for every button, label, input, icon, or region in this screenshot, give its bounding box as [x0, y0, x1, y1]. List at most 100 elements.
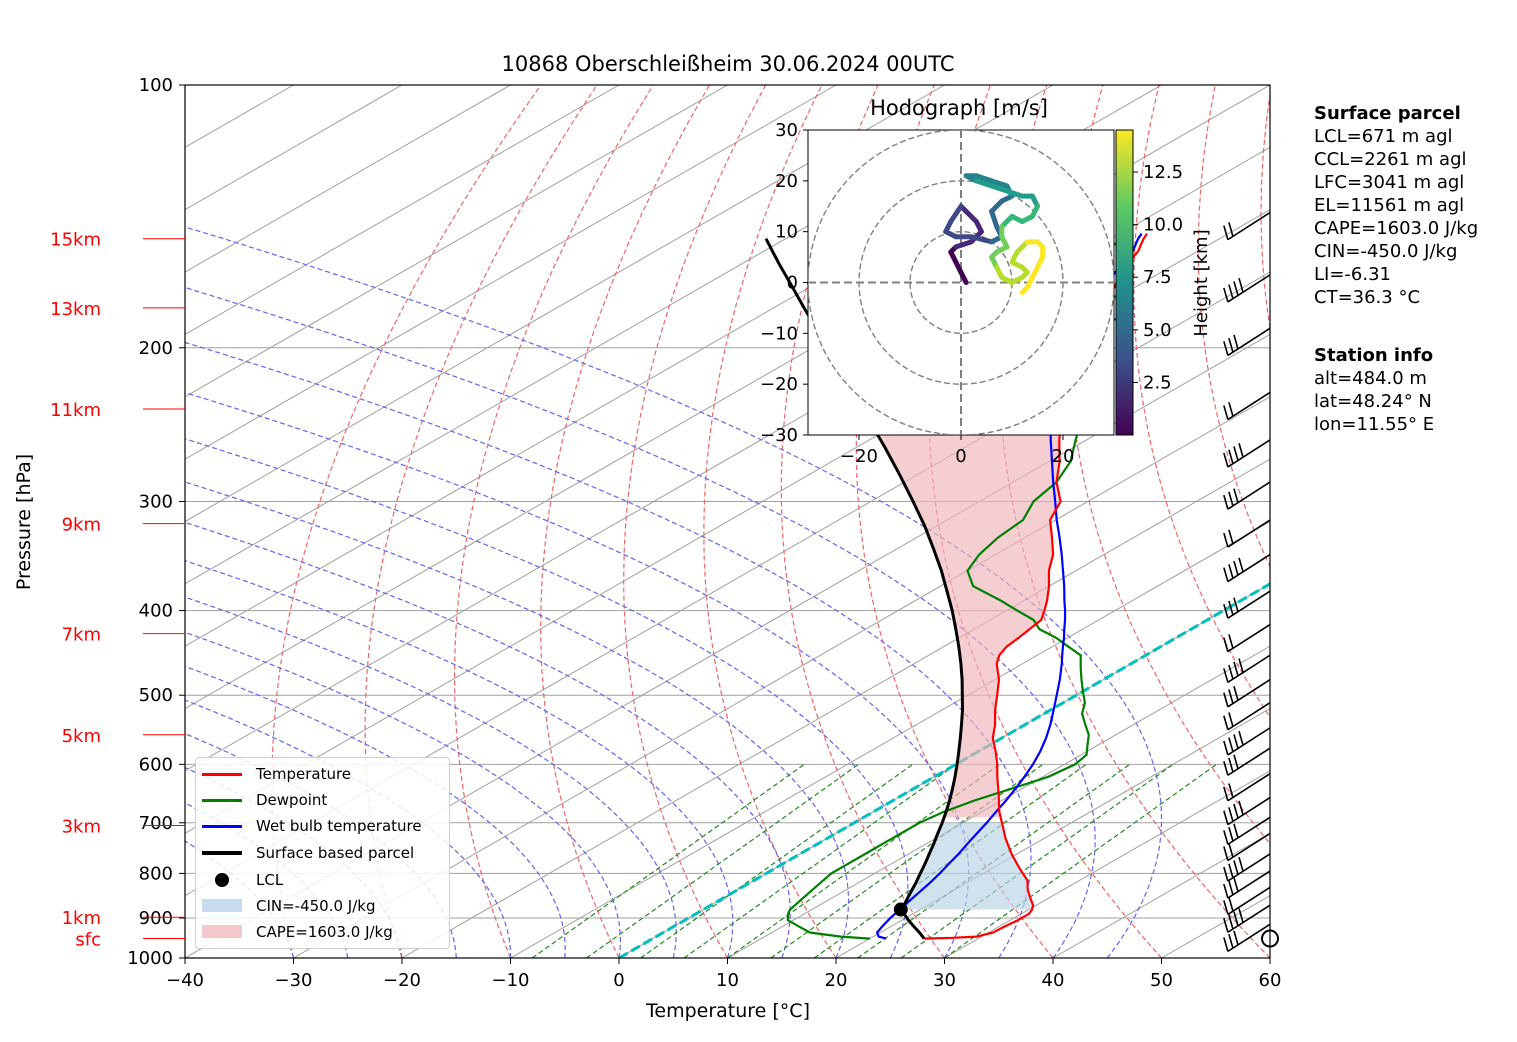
moist-adiabat — [185, 699, 512, 958]
x-tick-label: −10 — [492, 970, 530, 991]
dry-adiabat — [1496, 85, 1517, 958]
wind-barb-flag — [1233, 860, 1239, 875]
x-tick-label: 20 — [825, 970, 848, 991]
wind-barb-flag — [1228, 634, 1234, 649]
mixing-ratio-line — [586, 763, 859, 958]
wind-barb-shaft — [1227, 439, 1271, 468]
dry-adiabat — [1133, 85, 1270, 719]
parcel-cin: CIN=-450.0 J/kg — [1314, 241, 1458, 262]
hodograph-y-tick-label: −20 — [760, 374, 798, 395]
wind-barb-flag — [1223, 937, 1229, 952]
x-tick-label: 30 — [933, 970, 956, 991]
isotherm-line — [185, 85, 945, 523]
y-tick-label: 800 — [139, 863, 173, 884]
legend-item-cin: CIN=-450.0 J/kg — [202, 894, 376, 918]
height-label: 15km — [50, 230, 101, 251]
wind-barb-shaft — [1227, 747, 1271, 776]
wind-barb-shaft — [1227, 553, 1271, 583]
hodograph-y-tick-label: 30 — [775, 120, 798, 141]
wind-barb-shaft — [1227, 211, 1271, 241]
dry-adiabat — [1197, 85, 1270, 568]
hodograph-trace-segment — [948, 203, 964, 224]
moist-adiabat — [185, 286, 1096, 958]
wind-barb-flag — [1223, 761, 1229, 776]
wind-barb-flag — [1223, 692, 1229, 707]
lcl-marker — [893, 902, 908, 917]
wind-barb-flag — [1223, 830, 1229, 845]
parcel-el: EL=11561 m agl — [1314, 195, 1465, 216]
wind-barb-shaft — [1227, 816, 1271, 846]
mixing-ratio-line — [727, 763, 1000, 958]
hodograph-trace-segment — [989, 183, 1010, 194]
isotherm-line — [185, 85, 1054, 585]
wind-barb-shaft — [1227, 274, 1271, 303]
mixing-ratio-line — [531, 763, 805, 958]
wind-barb-flag — [1228, 337, 1234, 353]
colorbar-tick-label: 7.5 — [1143, 267, 1172, 288]
wind-barb-flag — [1228, 880, 1234, 896]
wind-barb-flag — [1228, 896, 1234, 912]
wind-barb-shaft — [1227, 886, 1271, 916]
y-tick-label: 600 — [139, 754, 173, 775]
colorbar-label: Height [km] — [1191, 229, 1212, 336]
hodograph-y-tick-label: 0 — [787, 273, 798, 294]
dry-adiabat — [623, 85, 767, 958]
parcel-lfc: LFC=3041 m agl — [1314, 172, 1465, 193]
moist-adiabat — [185, 560, 734, 958]
x-tick-label: −30 — [275, 970, 313, 991]
wind-barb-flag — [1233, 597, 1239, 612]
hodograph-plot — [808, 130, 1114, 435]
hodograph-trace-segment — [989, 208, 1000, 230]
height-label: 13km — [50, 299, 101, 320]
isotherm-line — [835, 707, 1270, 958]
dry-adiabat — [540, 85, 710, 958]
wind-barb-flag — [1223, 225, 1229, 240]
mixing-ratio-line — [683, 763, 957, 958]
chart-title: 10868 Oberschleißheim 30.06.2024 00UTC — [502, 52, 955, 76]
wind-barb-flag — [1228, 826, 1234, 842]
wind-barb-flag — [1228, 600, 1234, 616]
wind-barb-flag — [1228, 933, 1234, 949]
hodograph-trace-segment — [973, 173, 995, 184]
hodograph-colorbar — [1115, 129, 1134, 436]
wind-barb-flag — [1233, 661, 1239, 677]
dry-adiabat — [780, 85, 945, 958]
wind-barb-shaft — [1227, 832, 1271, 862]
parcel-li: LI=-6.31 — [1314, 264, 1391, 285]
parcel-ct: CT=36.3 °C — [1314, 287, 1421, 308]
wind-barb-flag — [1233, 734, 1239, 749]
wind-barb-shaft — [1227, 679, 1271, 708]
wind-barb-flag — [1233, 823, 1239, 839]
parcel-lcl: LCL=671 m agl — [1314, 126, 1453, 147]
wind-barb-flag — [1233, 488, 1239, 503]
y-tick-label: 1000 — [127, 948, 173, 969]
wind-barb-flag — [1223, 532, 1229, 548]
station-info-panel: Station info alt=484.0 m lat=48.24° N lo… — [1314, 344, 1434, 436]
hodograph-y-tick-label: −10 — [760, 323, 798, 344]
station-lat: lat=48.24° N — [1314, 391, 1432, 412]
wind-barb-flag — [1238, 443, 1244, 458]
isotherm-line — [185, 85, 728, 398]
wind-barb-shaft — [1227, 773, 1271, 802]
moist-adiabat — [185, 438, 909, 958]
hodograph-trace-segment — [968, 234, 995, 245]
hodograph-trace-segment — [973, 178, 995, 189]
cape-area — [838, 366, 1065, 818]
colorbar-tick-label: 12.5 — [1143, 162, 1183, 183]
chart-legend: Temperature Dewpoint Wet bulb temperatur… — [195, 757, 450, 949]
wind-barb-flag — [1223, 668, 1229, 683]
x-axis-label: Temperature [°C] — [645, 1000, 810, 1022]
wind-barb-flag — [1223, 740, 1229, 756]
height-label: 11km — [50, 400, 101, 421]
legend-item-lcl: LCL — [202, 868, 283, 892]
height-label: 3km — [62, 816, 101, 837]
wind-barb-flag — [1228, 914, 1234, 930]
wind-barb-flag — [1228, 689, 1234, 704]
wind-barb-shaft — [1227, 481, 1271, 510]
station-info-heading: Station info — [1314, 345, 1434, 366]
wind-barb-flag — [1233, 334, 1239, 350]
moist-adiabat — [185, 226, 1163, 958]
dry-adiabat — [271, 85, 542, 958]
x-tick-label: −40 — [166, 970, 204, 991]
wind-barb-shaft — [1227, 702, 1271, 731]
